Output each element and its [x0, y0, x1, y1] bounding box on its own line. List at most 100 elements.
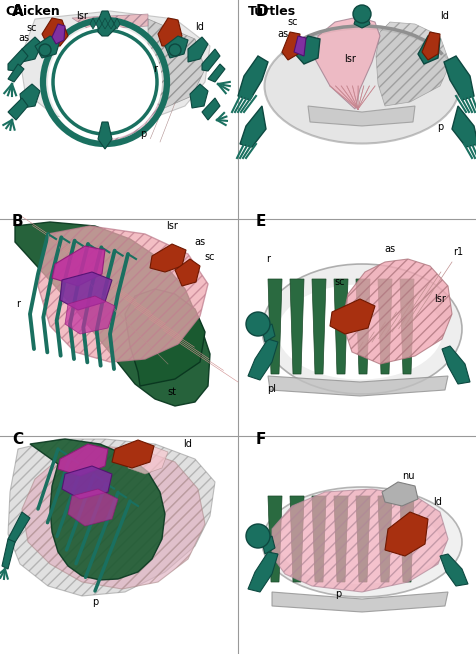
Text: ld: ld [440, 11, 448, 21]
Text: r: r [16, 299, 20, 309]
Polygon shape [148, 19, 205, 109]
Ellipse shape [261, 264, 461, 394]
Polygon shape [68, 489, 118, 526]
Polygon shape [189, 84, 208, 108]
Polygon shape [90, 18, 96, 29]
Polygon shape [98, 122, 112, 149]
Polygon shape [289, 279, 303, 374]
Text: lsr: lsr [343, 54, 355, 64]
Ellipse shape [261, 487, 461, 597]
Polygon shape [268, 279, 281, 374]
Polygon shape [22, 37, 42, 62]
Polygon shape [8, 98, 28, 120]
Polygon shape [239, 106, 266, 147]
Polygon shape [281, 32, 299, 60]
Polygon shape [384, 512, 427, 556]
Polygon shape [102, 98, 159, 142]
Text: sc: sc [204, 252, 215, 262]
Text: pl: pl [267, 384, 276, 394]
Polygon shape [271, 592, 447, 612]
Polygon shape [72, 14, 148, 30]
Polygon shape [128, 446, 168, 474]
Ellipse shape [277, 284, 442, 379]
Polygon shape [208, 64, 225, 82]
Text: nu: nu [401, 471, 413, 481]
Text: p: p [334, 589, 340, 599]
Text: r: r [266, 254, 269, 264]
Polygon shape [8, 49, 28, 71]
Polygon shape [375, 22, 449, 106]
Polygon shape [333, 496, 347, 582]
Polygon shape [42, 18, 68, 46]
Polygon shape [261, 324, 275, 342]
Polygon shape [271, 489, 447, 592]
Polygon shape [238, 56, 268, 100]
Ellipse shape [264, 29, 458, 143]
Polygon shape [58, 444, 108, 476]
Text: st: st [167, 387, 176, 397]
Polygon shape [377, 279, 391, 374]
Text: A: A [12, 5, 24, 20]
Polygon shape [114, 18, 120, 29]
Text: ld: ld [183, 439, 192, 449]
Text: as: as [277, 29, 288, 39]
Circle shape [169, 44, 180, 56]
Polygon shape [421, 32, 439, 60]
Polygon shape [311, 496, 325, 582]
Polygon shape [268, 496, 281, 582]
Polygon shape [451, 106, 476, 147]
Polygon shape [8, 64, 24, 82]
Polygon shape [311, 279, 325, 374]
Polygon shape [98, 11, 118, 36]
Circle shape [352, 5, 370, 23]
Text: lsr: lsr [76, 11, 88, 21]
Polygon shape [20, 11, 209, 122]
Polygon shape [248, 339, 278, 380]
Polygon shape [307, 106, 414, 126]
Polygon shape [294, 36, 319, 64]
Text: p: p [436, 122, 442, 132]
Text: ld: ld [195, 22, 204, 32]
Polygon shape [165, 36, 188, 58]
Polygon shape [8, 439, 215, 596]
Polygon shape [341, 259, 451, 364]
Text: lsr: lsr [166, 221, 178, 231]
Polygon shape [60, 272, 112, 310]
Ellipse shape [278, 504, 440, 584]
Polygon shape [102, 18, 108, 29]
Polygon shape [96, 18, 102, 29]
Polygon shape [399, 279, 413, 374]
Text: lsr: lsr [433, 294, 445, 304]
Polygon shape [333, 279, 347, 374]
Circle shape [48, 25, 162, 139]
Text: as: as [194, 237, 205, 247]
Polygon shape [52, 246, 105, 286]
Polygon shape [35, 36, 60, 58]
Polygon shape [108, 18, 114, 29]
Polygon shape [377, 496, 391, 582]
Polygon shape [188, 37, 208, 62]
Polygon shape [439, 554, 467, 586]
Polygon shape [248, 552, 278, 592]
Text: C: C [12, 432, 23, 447]
Text: F: F [256, 432, 266, 447]
Text: p: p [139, 129, 146, 139]
Polygon shape [30, 439, 165, 580]
Text: D: D [256, 5, 268, 20]
Text: Chicken: Chicken [5, 5, 60, 18]
Text: ld: ld [433, 497, 442, 507]
Polygon shape [399, 496, 413, 582]
Text: p: p [92, 597, 98, 607]
Polygon shape [417, 36, 439, 64]
Text: sc: sc [27, 23, 37, 33]
Polygon shape [201, 98, 219, 120]
Polygon shape [201, 49, 219, 71]
Text: r1: r1 [452, 247, 462, 257]
Polygon shape [314, 17, 379, 109]
Text: as: as [19, 33, 30, 43]
Polygon shape [381, 482, 417, 506]
Polygon shape [125, 289, 205, 386]
Polygon shape [261, 536, 275, 554]
Circle shape [246, 524, 269, 548]
Polygon shape [175, 259, 199, 286]
